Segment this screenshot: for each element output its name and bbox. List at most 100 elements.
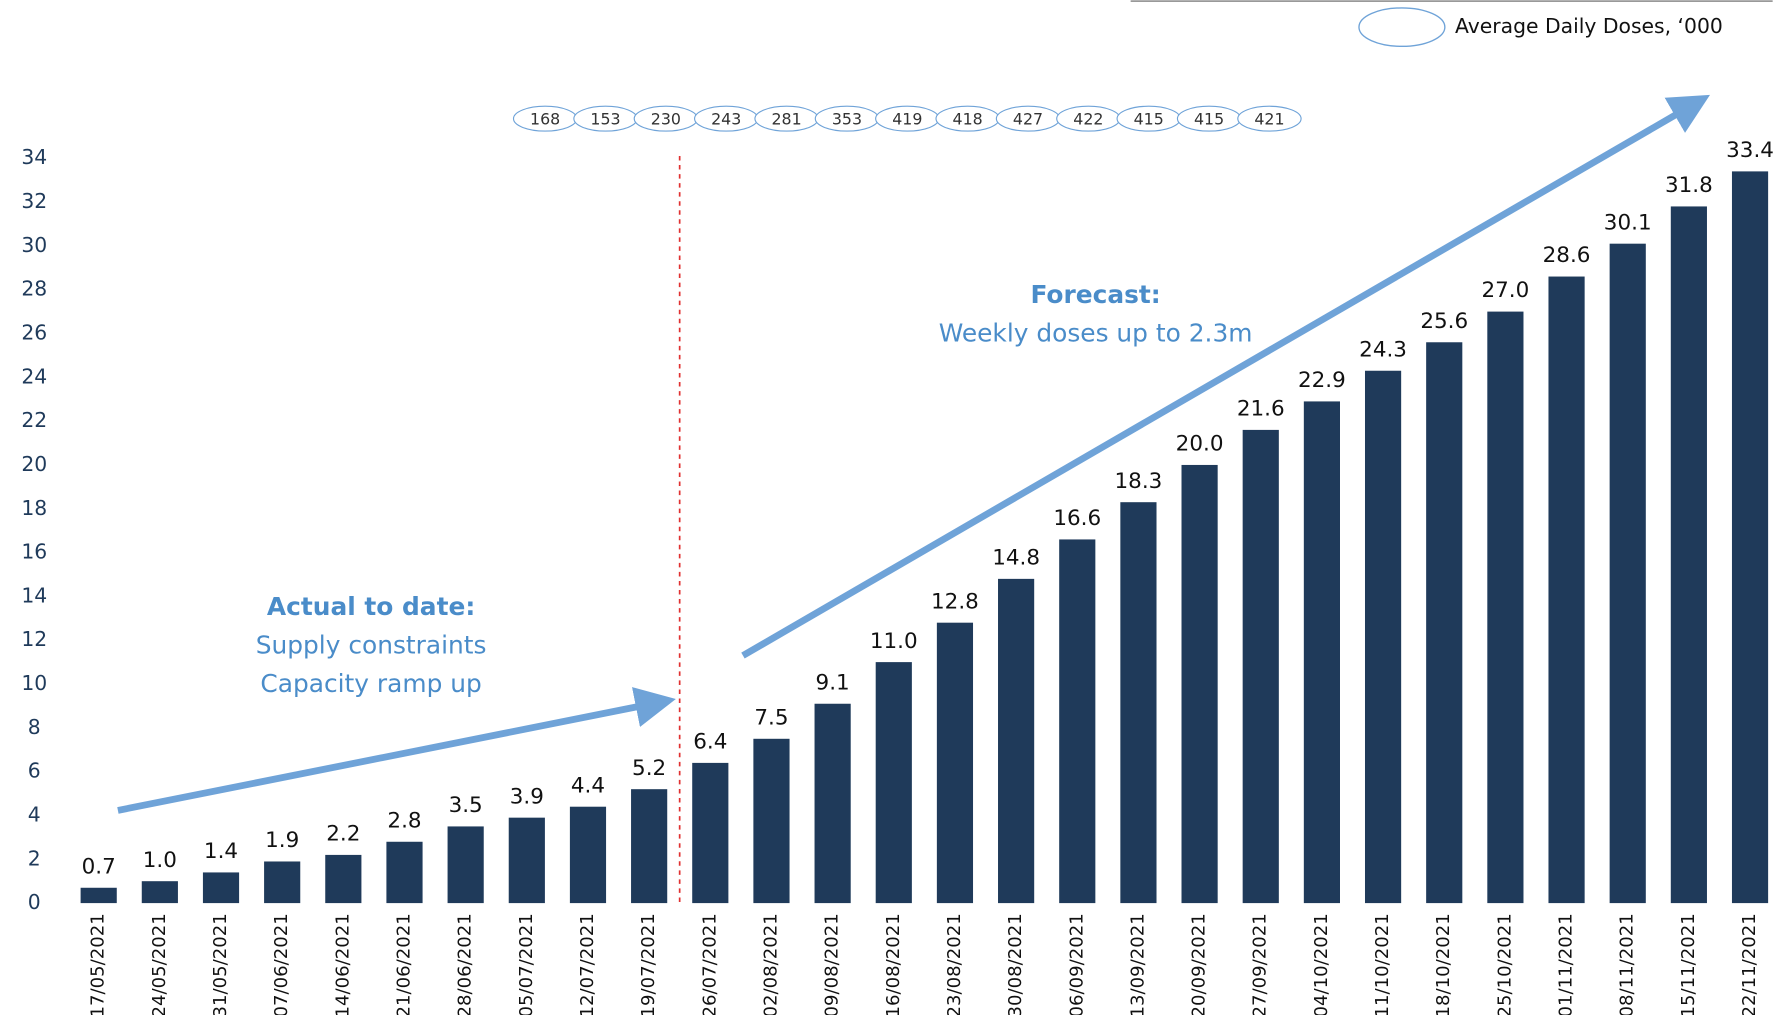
data-label: 28.6 [1543,243,1591,268]
actual-arrow [117,687,676,814]
y-tick-label: 4 [28,802,41,826]
data-label: 21.6 [1237,397,1285,422]
bar [875,662,912,904]
x-tick-label: 01/11/2021 [1556,913,1577,1015]
x-tick-label: 25/10/2021 [1494,913,1515,1015]
data-label: 4.4 [571,773,605,798]
x-tick-label: 17/05/2021 [88,913,109,1015]
data-label: 33.4 [1726,138,1773,163]
x-tick-label: 22/11/2021 [1739,913,1760,1015]
data-label: 20.0 [1176,432,1224,457]
bar [1609,243,1646,904]
x-tick-label: 31/05/2021 [210,913,231,1015]
dose-label: 415 [1194,109,1224,128]
dose-label: 418 [953,109,983,128]
data-label: 5.2 [632,756,666,781]
x-tick-label: 16/08/2021 [883,913,904,1015]
x-tick-label: 13/09/2021 [1127,913,1148,1015]
bar [386,841,423,904]
bar [998,578,1035,904]
annotation-title: Actual to date: [267,592,475,621]
data-label: 31.8 [1665,173,1713,198]
data-label: 6.4 [693,730,727,755]
bar [1426,342,1463,904]
forecast-arrow [741,94,1710,659]
dose-label: 243 [711,109,741,128]
x-tick-label: 08/11/2021 [1617,913,1638,1015]
data-label: 3.9 [510,784,544,809]
y-tick-label: 26 [21,321,47,345]
x-tick-label: 04/10/2021 [1311,913,1332,1015]
y-tick-label: 8 [28,715,41,739]
data-label: 16.6 [1053,506,1101,531]
bar [1731,171,1769,904]
bar [1120,502,1157,904]
x-tick-label: 21/06/2021 [393,913,414,1015]
bar [141,881,178,904]
bar [753,738,790,904]
x-tick-label: 20/09/2021 [1189,913,1210,1015]
x-tick-label: 24/05/2021 [149,913,170,1015]
dose-label: 168 [530,109,560,128]
y-tick-label: 10 [21,671,47,695]
y-tick-label: 6 [28,759,41,783]
bar [264,861,301,904]
x-tick-label: 30/08/2021 [1005,913,1026,1015]
y-tick-label: 20 [21,452,47,476]
bar [1059,539,1096,904]
bar [508,817,545,904]
x-tick-label: 05/07/2021 [516,913,537,1015]
bar [80,887,117,904]
y-tick-label: 0 [28,890,41,914]
bar [569,806,607,904]
data-label: 1.4 [204,839,238,864]
data-label: 7.5 [754,705,788,730]
bar [814,703,851,904]
bar [202,872,240,904]
y-tick-label: 18 [21,496,47,520]
x-tick-label: 19/07/2021 [638,913,659,1015]
bar [1242,429,1279,904]
x-tick-label: 07/06/2021 [271,913,292,1015]
data-label: 27.0 [1481,278,1529,303]
annotation: Weekly doses up to 2.3m [939,319,1253,348]
dose-label: 427 [1013,109,1043,128]
bar [447,826,484,904]
dose-label: 230 [651,109,681,128]
dose-label: 281 [771,109,801,128]
y-tick-label: 16 [21,540,47,564]
x-tick-label: 02/08/2021 [760,913,781,1015]
x-tick-label: 12/07/2021 [577,913,598,1015]
dose-label: 419 [892,109,922,128]
bar [936,622,974,904]
bar [1487,311,1524,904]
data-label: 0.7 [82,854,116,879]
data-label: 2.8 [387,808,421,833]
dose-label: 353 [832,109,862,128]
data-label: 2.2 [326,822,360,847]
y-tick-label: 28 [21,277,47,301]
bar [1548,276,1585,904]
bar [325,854,362,904]
data-label: 25.6 [1420,309,1468,334]
bar [1181,464,1218,904]
x-tick-label: 09/08/2021 [822,913,843,1015]
data-label: 22.9 [1298,368,1346,393]
x-tick-label: 11/10/2021 [1372,913,1393,1015]
x-tick-label: 27/09/2021 [1250,913,1271,1015]
bar [692,762,729,904]
y-tick-label: 24 [21,364,47,388]
data-label: 12.8 [931,589,979,614]
annotation-title: Forecast: [1030,280,1160,309]
bar [631,789,668,904]
x-tick-label: 28/06/2021 [455,913,476,1015]
dose-label: 421 [1254,109,1284,128]
dose-bubble [1237,105,1302,132]
annotation: Supply constraints [256,631,487,660]
x-tick-label: 06/09/2021 [1066,913,1087,1015]
data-label: 3.5 [449,793,483,818]
y-tick-label: 12 [21,627,47,651]
data-label: 1.9 [265,828,299,853]
data-label: 24.3 [1359,337,1407,362]
data-label: 9.1 [816,670,850,695]
